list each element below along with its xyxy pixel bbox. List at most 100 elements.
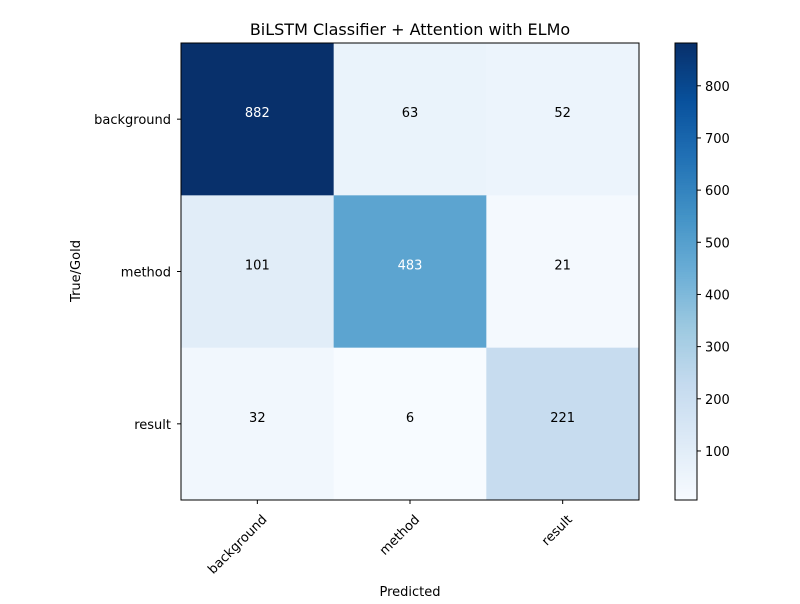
colorbar-segment bbox=[675, 63, 697, 67]
colorbar-segment bbox=[675, 394, 697, 398]
colorbar-segment bbox=[675, 248, 697, 252]
colorbar-segment bbox=[675, 374, 697, 378]
colorbar-segment bbox=[675, 468, 697, 471]
colorbar-segment bbox=[675, 157, 697, 161]
colorbar-segment bbox=[675, 266, 697, 270]
colorbar-segment bbox=[675, 202, 697, 206]
colorbar-segment bbox=[675, 381, 697, 385]
colorbar-segment bbox=[675, 47, 697, 51]
colorbar-segment bbox=[675, 424, 697, 428]
colorbar-segment bbox=[675, 369, 697, 373]
colorbar-segment bbox=[675, 404, 697, 407]
colorbar-segment bbox=[675, 328, 697, 332]
colorbar-segment bbox=[675, 182, 697, 186]
colorbar-segment bbox=[675, 465, 697, 469]
colorbar-segment bbox=[675, 255, 697, 259]
colorbar-segment bbox=[675, 285, 697, 289]
colorbar-segment bbox=[675, 116, 697, 120]
colorbar-segment bbox=[675, 239, 697, 243]
colorbar-segment bbox=[675, 145, 697, 149]
colorbar-segment bbox=[675, 61, 697, 65]
colorbar-segment bbox=[675, 154, 697, 158]
colorbar-segment bbox=[675, 65, 697, 69]
colorbar-segment bbox=[675, 289, 697, 293]
heatmap-cell bbox=[333, 347, 487, 501]
colorbar-segment bbox=[675, 410, 697, 414]
colorbar-segment bbox=[675, 234, 697, 238]
colorbar-segment bbox=[675, 358, 697, 362]
colorbar-segment bbox=[675, 440, 697, 444]
colorbar-segment bbox=[675, 198, 697, 202]
x-tick-label: method bbox=[377, 512, 423, 558]
colorbar-segment bbox=[675, 477, 697, 481]
colorbar-segment bbox=[675, 186, 697, 190]
colorbar-segment bbox=[675, 43, 697, 46]
colorbar-segment bbox=[675, 360, 697, 364]
colorbar-segment bbox=[675, 282, 697, 286]
colorbar-segment bbox=[675, 474, 697, 478]
colorbar-segment bbox=[675, 218, 697, 222]
colorbar-segment bbox=[675, 260, 697, 263]
cell-value-label: 6 bbox=[406, 411, 414, 426]
colorbar-segment bbox=[675, 150, 697, 154]
colorbar-segment bbox=[675, 420, 697, 423]
colorbar-segment bbox=[675, 278, 697, 282]
colorbar-tick-label: 500 bbox=[705, 236, 730, 251]
cell-value-label: 21 bbox=[554, 259, 571, 274]
colorbar-segment bbox=[675, 81, 697, 85]
colorbar-segment bbox=[675, 298, 697, 302]
cell-value-label: 101 bbox=[245, 259, 270, 274]
colorbar-segment bbox=[675, 301, 697, 305]
colorbar-segment bbox=[675, 230, 697, 234]
colorbar-segment bbox=[675, 326, 697, 330]
colorbar-segment bbox=[675, 104, 697, 108]
colorbar-segment bbox=[675, 127, 697, 131]
y-tick-label: method bbox=[121, 266, 171, 281]
colorbar-segment bbox=[675, 497, 697, 501]
colorbar-segment bbox=[675, 56, 697, 60]
colorbar-segment bbox=[675, 333, 697, 337]
colorbar-segment bbox=[675, 152, 697, 156]
cell-value-label: 882 bbox=[245, 106, 270, 121]
colorbar-segment bbox=[675, 449, 697, 453]
colorbar-segment bbox=[675, 237, 697, 241]
colorbar-tick-label: 800 bbox=[705, 80, 730, 95]
colorbar-segment bbox=[675, 463, 697, 467]
colorbar-segment bbox=[675, 413, 697, 417]
colorbar-segment bbox=[675, 335, 697, 339]
colorbar-segment bbox=[675, 180, 697, 183]
colorbar-segment bbox=[675, 113, 697, 117]
colorbar-segment bbox=[675, 310, 697, 314]
heatmap-cell bbox=[486, 43, 640, 196]
colorbar-segment bbox=[675, 390, 697, 394]
colorbar-segment bbox=[675, 273, 697, 277]
y-axis-label: True/Gold bbox=[69, 240, 84, 303]
colorbar-segment bbox=[675, 378, 697, 382]
colorbar-segment bbox=[675, 433, 697, 437]
colorbar-segment bbox=[675, 438, 697, 442]
colorbar-segment bbox=[675, 257, 697, 261]
colorbar-segment bbox=[675, 287, 697, 291]
colorbar-segment bbox=[675, 125, 697, 129]
colorbar-segment bbox=[675, 175, 697, 179]
heatmap-cell bbox=[333, 195, 487, 349]
colorbar-segment bbox=[675, 461, 697, 465]
colorbar-segment bbox=[675, 223, 697, 227]
colorbar-segment bbox=[675, 111, 697, 115]
colorbar-segment bbox=[675, 250, 697, 254]
colorbar-segment bbox=[675, 408, 697, 412]
y-tick-label: background bbox=[94, 113, 171, 128]
cell-value-label: 483 bbox=[398, 259, 423, 274]
colorbar-segment bbox=[675, 88, 697, 92]
colorbar-segment bbox=[675, 392, 697, 396]
colorbar-segment bbox=[675, 54, 697, 58]
colorbar-segment bbox=[675, 148, 697, 151]
x-tick-label: result bbox=[539, 512, 576, 549]
colorbar-segment bbox=[675, 399, 697, 403]
colorbar-segment bbox=[675, 232, 697, 236]
heatmap-cell bbox=[333, 43, 487, 196]
colorbar-segment bbox=[675, 225, 697, 229]
colorbar-segment bbox=[675, 177, 697, 181]
colorbar-segment bbox=[675, 484, 697, 487]
colorbar-segment bbox=[675, 456, 697, 460]
